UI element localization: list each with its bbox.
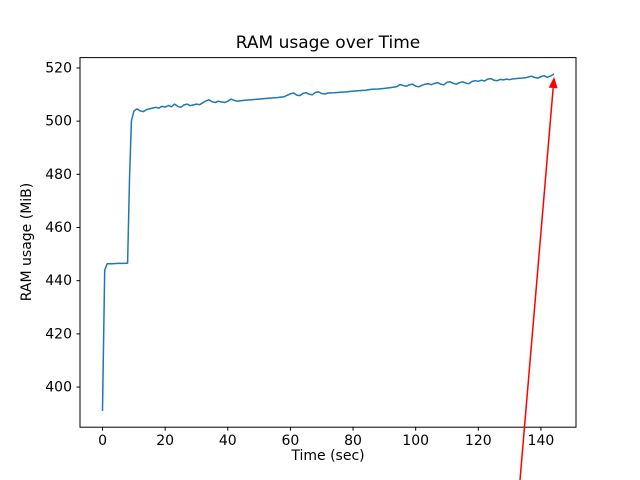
y-tick-label: 500 xyxy=(45,114,72,130)
x-tick-label: 20 xyxy=(156,433,174,449)
x-tick-label: 40 xyxy=(219,433,237,449)
y-tick-label: 420 xyxy=(45,326,72,342)
y-axis-label: RAM usage (MiB) xyxy=(19,182,35,302)
x-tick-label: 100 xyxy=(402,433,429,449)
annotation-arrow-head xyxy=(548,77,558,89)
y-tick-label: 460 xyxy=(45,220,72,236)
y-tick-label: 520 xyxy=(45,60,72,76)
x-tick-label: 140 xyxy=(528,433,555,449)
x-tick-label: 0 xyxy=(98,433,107,449)
chart-title: RAM usage over Time xyxy=(235,33,421,53)
y-tick-label: 400 xyxy=(45,380,72,396)
ram-usage-line xyxy=(101,73,555,412)
y-tick-label: 440 xyxy=(45,273,72,289)
annotation-arrow-shaft xyxy=(519,87,554,480)
x-axis-label: Time (sec) xyxy=(291,448,365,464)
x-tick-label: 80 xyxy=(344,433,362,449)
x-tick-label: 120 xyxy=(465,433,492,449)
y-tick-label: 480 xyxy=(45,167,72,183)
x-tick-label: 60 xyxy=(282,433,300,449)
axes-frame xyxy=(79,57,577,428)
